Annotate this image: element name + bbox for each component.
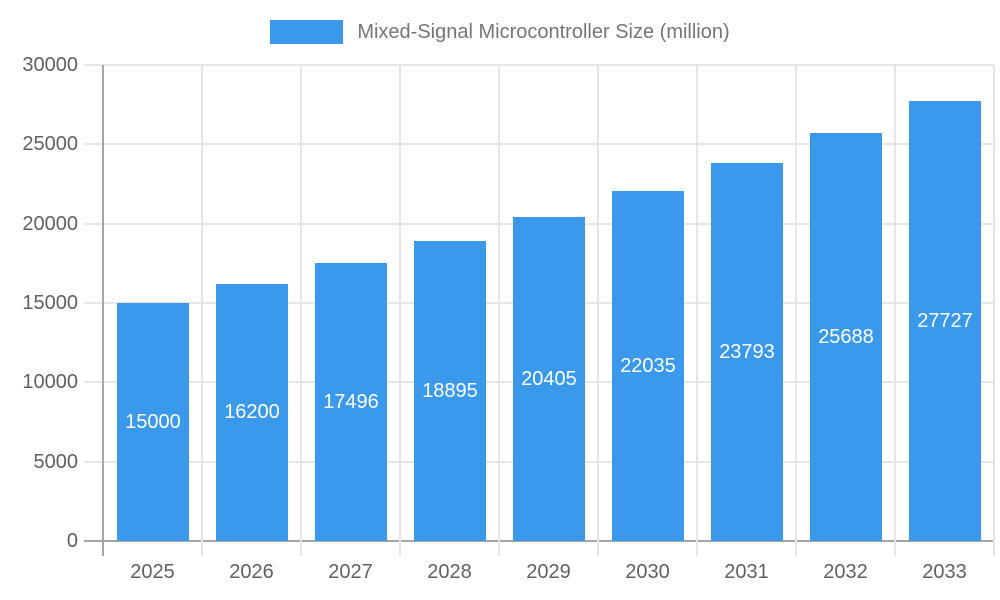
x-tick-label-2027: 2027 — [328, 561, 373, 583]
bar-2031[interactable] — [711, 163, 783, 541]
x-axis-tick-8 — [894, 541, 896, 556]
gridline-x-2 — [300, 65, 302, 541]
y-axis-line — [102, 65, 104, 541]
bar-2027[interactable] — [315, 263, 387, 541]
x-axis-tick-1 — [201, 541, 203, 556]
legend-label: Mixed-Signal Microcontroller Size (milli… — [357, 20, 730, 43]
x-axis-tick-6 — [696, 541, 698, 556]
x-axis-tick-4 — [498, 541, 500, 556]
gridline-x-1 — [201, 65, 203, 541]
x-axis-tick-3 — [399, 541, 401, 556]
x-axis-tick-7 — [795, 541, 797, 556]
x-axis-tick-2 — [300, 541, 302, 556]
x-tick-label-2030: 2030 — [625, 561, 670, 583]
x-tick-label-2029: 2029 — [526, 561, 571, 583]
y-tick-label-20000: 20000 — [22, 213, 78, 235]
gridline-y-0 — [84, 540, 994, 542]
x-tick-label-2028: 2028 — [427, 561, 472, 583]
y-tick-label-15000: 15000 — [22, 292, 78, 314]
bar-2030[interactable] — [612, 191, 684, 541]
x-tick-label-2025: 2025 — [130, 561, 175, 583]
gridline-x-8 — [894, 65, 896, 541]
y-tick-label-0: 0 — [66, 530, 78, 552]
bar-2032[interactable] — [810, 133, 882, 541]
x-axis-tick-5 — [597, 541, 599, 556]
bar-2028[interactable] — [414, 241, 486, 541]
legend[interactable]: Mixed-Signal Microcontroller Size (milli… — [0, 20, 1000, 44]
x-tick-label-2032: 2032 — [823, 561, 868, 583]
gridline-x-3 — [399, 65, 401, 541]
bar-2029[interactable] — [513, 217, 585, 541]
x-axis-tick-9 — [993, 541, 995, 556]
gridline-y-25000 — [84, 143, 994, 145]
x-tick-label-2026: 2026 — [229, 561, 274, 583]
y-tick-label-5000: 5000 — [33, 451, 79, 473]
x-tick-label-2033: 2033 — [922, 561, 967, 583]
y-tick-label-10000: 10000 — [22, 371, 78, 393]
gridline-y-30000 — [84, 64, 994, 66]
y-tick-label-25000: 25000 — [22, 133, 78, 155]
x-tick-label-2031: 2031 — [724, 561, 769, 583]
bar-2025[interactable] — [117, 303, 189, 541]
x-axis-tick-0 — [102, 541, 104, 556]
gridline-x-7 — [795, 65, 797, 541]
gridline-x-9 — [993, 65, 995, 541]
legend-swatch — [270, 20, 344, 44]
bar-2026[interactable] — [216, 284, 288, 541]
gridline-x-4 — [498, 65, 500, 541]
gridline-x-6 — [696, 65, 698, 541]
bar-2033[interactable] — [909, 101, 981, 541]
y-tick-label-30000: 30000 — [22, 54, 78, 76]
gridline-x-5 — [597, 65, 599, 541]
